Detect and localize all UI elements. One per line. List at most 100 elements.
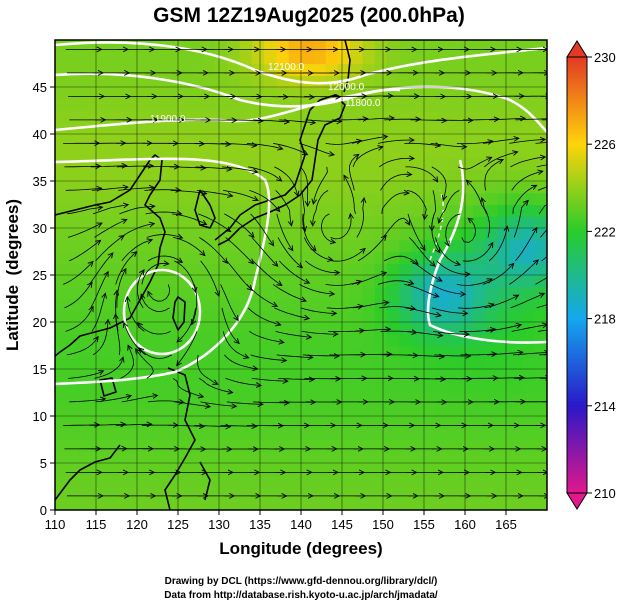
streamline [279, 120, 315, 123]
heat-cell [251, 427, 265, 441]
heat-cell [67, 451, 81, 464]
heat-cell [497, 392, 511, 405]
heat-cell [190, 345, 204, 358]
heat-cell [460, 357, 474, 370]
streamline [139, 348, 173, 359]
heat-cell [214, 63, 228, 76]
heat-cell [153, 474, 167, 488]
heat-cell [104, 333, 118, 347]
heat-cell [141, 98, 154, 112]
heat-cell [497, 63, 511, 76]
heat-cell [522, 416, 536, 429]
heat-cell [288, 486, 302, 499]
heat-cell [214, 263, 228, 276]
heat-cell [362, 451, 376, 464]
heat-cell [473, 369, 487, 382]
heat-cell [510, 451, 523, 464]
heat-cell [350, 169, 364, 182]
contour-label-11800: 11800.0 [345, 98, 381, 109]
heat-cell [165, 286, 179, 300]
heat-cell [165, 310, 179, 323]
heat-cell [251, 369, 265, 382]
heat-cell [276, 134, 290, 147]
heat-cell [91, 181, 105, 194]
heat-cell [399, 122, 413, 135]
heat-cell [313, 474, 327, 488]
streamline [325, 141, 362, 145]
streamline [249, 331, 284, 342]
heat-cell [424, 110, 437, 123]
heat-cell [497, 110, 511, 123]
heat-cell [153, 310, 167, 323]
heat-cell [510, 181, 523, 194]
heat-cell [374, 463, 388, 476]
heat-cell [460, 404, 474, 417]
heat-cell [387, 416, 400, 429]
heat-cell [128, 192, 142, 206]
heat-cell [387, 181, 400, 194]
heat-cell [534, 157, 547, 170]
heat-cell [460, 204, 474, 217]
heat-cell [128, 134, 142, 147]
heat-cell [473, 98, 487, 112]
heat-cell [485, 345, 499, 358]
heat-cell [141, 416, 154, 429]
contour-11800 [55, 157, 271, 386]
streamline [225, 378, 261, 385]
heat-cell [473, 228, 487, 241]
heat-cell [251, 345, 265, 358]
heat-cell [67, 404, 81, 417]
streamline [382, 217, 410, 238]
heat-cell [202, 498, 216, 510]
heat-cell [190, 87, 204, 100]
streamline [277, 378, 314, 379]
heat-cell [497, 486, 511, 499]
heat-cell [374, 239, 388, 253]
streamline [135, 349, 154, 379]
heat-cell [251, 298, 265, 311]
heat-cell [436, 75, 450, 88]
heat-cell [350, 463, 364, 476]
heat-cell [202, 286, 216, 300]
heat-cell [264, 122, 277, 135]
heat-cell [497, 169, 511, 182]
heat-cell [227, 474, 241, 488]
heat-cell [214, 145, 228, 159]
heat-cell [473, 310, 487, 323]
heat-cell [522, 474, 536, 488]
heat-cell [350, 322, 364, 335]
heat-cell [460, 380, 474, 394]
streamline [226, 120, 263, 121]
streamline [355, 354, 392, 355]
heat-cell [325, 275, 339, 288]
streamline [274, 307, 309, 319]
heat-cell [424, 392, 437, 405]
heat-cell [399, 239, 413, 253]
heat-cell [165, 181, 179, 194]
heat-cell [104, 75, 118, 88]
heat-cell [313, 157, 327, 170]
heat-cell [534, 322, 547, 335]
heat-cell [239, 498, 253, 510]
streamline [275, 190, 292, 225]
heat-cell [153, 322, 167, 335]
heat-cell [153, 122, 167, 135]
heat-cell [510, 63, 523, 76]
heat-cell [301, 345, 314, 358]
streamline [537, 186, 547, 191]
heat-cell [387, 110, 400, 123]
heat-cell [337, 463, 351, 476]
colorbar-tick-label: 226 [594, 137, 616, 152]
heat-cell [510, 345, 523, 358]
heat-cell [153, 463, 167, 476]
streamline [515, 228, 537, 262]
heat-cell [374, 263, 388, 276]
heat-cell [288, 286, 302, 300]
heat-cell [362, 322, 376, 335]
heat-cell [104, 286, 118, 300]
heat-cell [534, 392, 547, 405]
streamline [325, 281, 362, 286]
heat-cell [67, 216, 81, 229]
heat-cell [79, 145, 93, 159]
heat-cell [337, 427, 351, 441]
